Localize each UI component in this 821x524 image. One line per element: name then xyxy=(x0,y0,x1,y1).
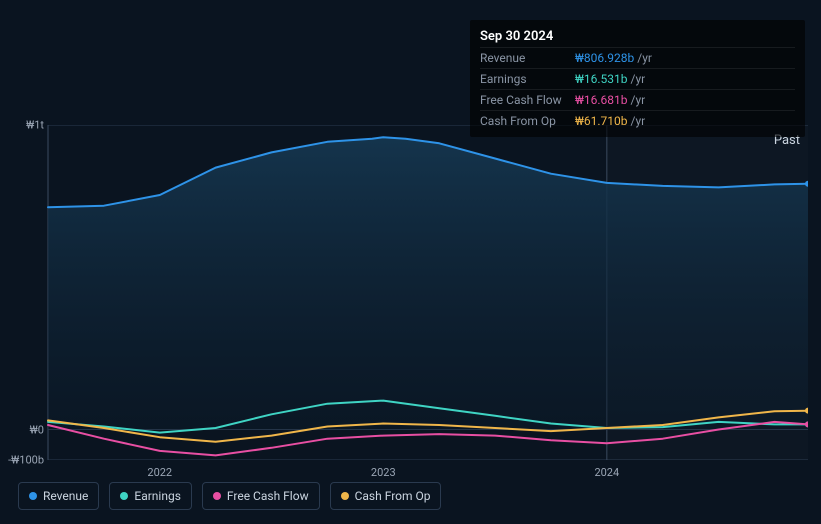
tooltip-label: Revenue xyxy=(480,51,575,65)
y-axis-label: ₩0 xyxy=(0,423,48,436)
data-tooltip: Sep 30 2024 Revenue₩806.928b/yrEarnings₩… xyxy=(470,20,805,137)
x-axis-label: 2022 xyxy=(147,466,172,479)
tooltip-row: Earnings₩16.531b/yr xyxy=(480,68,795,89)
tooltip-date: Sep 30 2024 xyxy=(480,26,795,47)
tooltip-label: Free Cash Flow xyxy=(480,93,575,107)
x-axis-label: 2024 xyxy=(594,466,619,479)
legend-dot-icon xyxy=(341,492,349,500)
tooltip-value: ₩61.710b xyxy=(575,114,628,128)
tooltip-label: Cash From Op xyxy=(480,114,575,128)
legend-label: Free Cash Flow xyxy=(227,489,309,503)
tooltip-suffix: /yr xyxy=(631,72,646,86)
legend-item[interactable]: Cash From Op xyxy=(330,482,442,510)
legend-dot-icon xyxy=(120,492,128,500)
x-axis-label: 2023 xyxy=(371,466,396,479)
legend-dot-icon xyxy=(213,492,221,500)
chart-svg xyxy=(18,125,808,460)
y-axis-label: -₩100b xyxy=(0,454,48,467)
legend-label: Cash From Op xyxy=(355,489,431,503)
legend-label: Earnings xyxy=(134,489,181,503)
chart-legend: Revenue Earnings Free Cash Flow Cash From O… xyxy=(18,482,441,510)
tooltip-suffix: /yr xyxy=(631,114,646,128)
legend-item[interactable]: Earnings xyxy=(109,482,192,510)
legend-item[interactable]: Free Cash Flow xyxy=(202,482,320,510)
tooltip-row: Free Cash Flow₩16.681b/yr xyxy=(480,89,795,110)
tooltip-row: Cash From Op₩61.710b/yr xyxy=(480,110,795,131)
tooltip-label: Earnings xyxy=(480,72,575,86)
legend-dot-icon xyxy=(29,492,37,500)
legend-label: Revenue xyxy=(43,489,88,503)
tooltip-row: Revenue₩806.928b/yr xyxy=(480,47,795,68)
tooltip-suffix: /yr xyxy=(631,93,646,107)
financials-chart: Past ₩1t₩0-₩100b 202220232024 xyxy=(18,125,808,460)
y-axis-label: ₩1t xyxy=(0,119,48,132)
tooltip-value: ₩806.928b xyxy=(575,51,634,65)
tooltip-suffix: /yr xyxy=(637,51,652,65)
tooltip-value: ₩16.681b xyxy=(575,93,628,107)
tooltip-value: ₩16.531b xyxy=(575,72,628,86)
legend-item[interactable]: Revenue xyxy=(18,482,99,510)
